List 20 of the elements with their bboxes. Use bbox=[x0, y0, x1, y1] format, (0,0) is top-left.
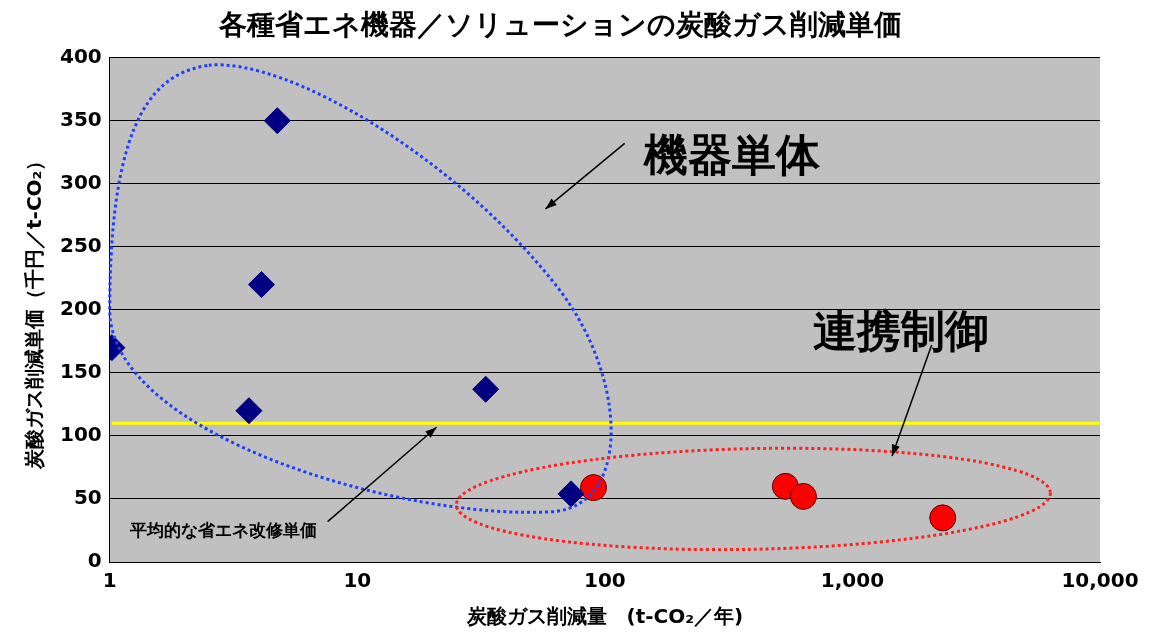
annotation: 連携制御 bbox=[812, 305, 989, 357]
y-tick-label: 150 bbox=[60, 359, 102, 384]
y-tick-label: 100 bbox=[60, 422, 102, 447]
ref-line-label: 平均的な省エネ改修単価 bbox=[128, 520, 317, 541]
y-tick-label: 200 bbox=[60, 296, 102, 320]
x-tick-label: 10,000 bbox=[1061, 568, 1139, 593]
annotation: 機器単体 bbox=[643, 128, 822, 180]
chart-title: 各種省エネ機器／ソリューションの炭酸ガス削減単価 bbox=[217, 8, 902, 42]
y-axis-title: 炭酸ガス削減単価（千円／t-CO₂） bbox=[22, 150, 47, 470]
x-tick-label: 10 bbox=[343, 568, 372, 593]
y-tick-label: 250 bbox=[60, 232, 102, 257]
y-tick-label: 350 bbox=[60, 106, 102, 131]
x-axis-title: 炭酸ガス削減量 (t-CO₂／年) bbox=[465, 604, 744, 629]
x-tick-label: 1 bbox=[102, 568, 117, 593]
y-tick-label: 50 bbox=[73, 485, 102, 510]
y-tick-label: 300 bbox=[60, 169, 102, 194]
y-tick-label: 0 bbox=[87, 548, 102, 573]
y-tick-label: 400 bbox=[60, 43, 102, 68]
x-tick-label: 100 bbox=[584, 568, 626, 593]
x-tick-label: 1,000 bbox=[820, 568, 885, 593]
